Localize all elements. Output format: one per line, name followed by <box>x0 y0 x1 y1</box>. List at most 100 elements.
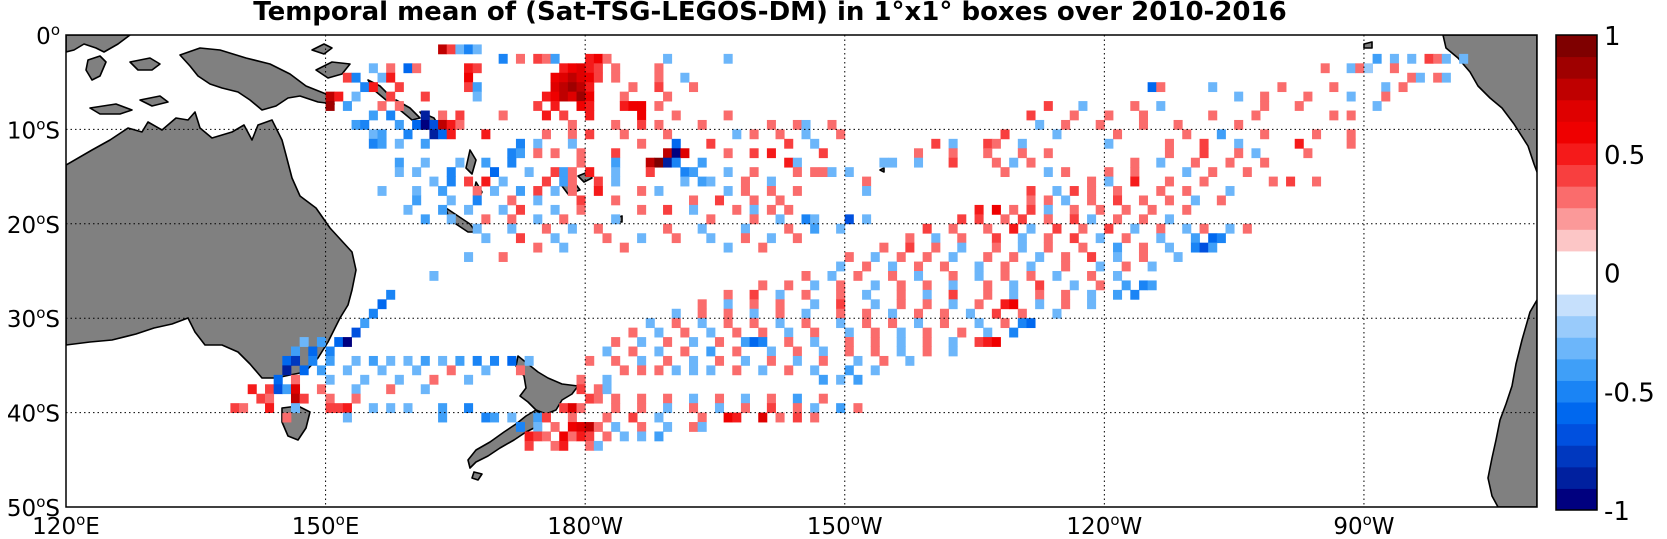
data-cell <box>1026 261 1036 272</box>
data-cell <box>991 337 1001 347</box>
data-cell <box>948 299 958 310</box>
data-cell <box>1009 223 1019 234</box>
data-cell <box>654 412 664 423</box>
data-cell <box>637 204 647 215</box>
data-cell <box>1000 214 1010 225</box>
data-cell <box>1043 167 1053 177</box>
data-cell <box>290 355 301 366</box>
data-cell <box>870 346 880 357</box>
data-cell <box>1017 233 1027 244</box>
data-cell <box>1208 167 1218 177</box>
data-cell <box>948 148 958 159</box>
data-cell <box>913 318 924 329</box>
data-cell <box>1381 91 1391 102</box>
data-cell <box>905 355 915 366</box>
data-cell <box>792 403 802 413</box>
data-cell <box>593 176 603 187</box>
data-cell <box>619 101 629 111</box>
data-cell <box>844 346 854 357</box>
data-cell <box>446 195 456 206</box>
data-cell <box>732 204 742 215</box>
data-cell <box>386 355 396 366</box>
landmass-island <box>129 57 161 71</box>
data-cell <box>939 318 949 329</box>
data-cell <box>515 365 525 376</box>
data-cell <box>446 214 456 225</box>
data-cell <box>671 157 681 168</box>
data-cell <box>957 214 967 225</box>
x-axis-ticks: 120oE 150oE 180oW 150oW 120oW 90oW <box>32 511 1394 539</box>
data-cell <box>464 252 474 262</box>
data-cell <box>524 167 534 177</box>
data-cell <box>810 167 820 177</box>
data-cell <box>464 176 474 187</box>
data-cell <box>1087 195 1097 206</box>
data-cell <box>628 101 638 111</box>
data-cell <box>983 138 993 149</box>
data-cell <box>1182 186 1192 196</box>
data-cell <box>697 318 707 329</box>
data-cell <box>386 403 396 413</box>
data-cell <box>438 403 448 413</box>
data-cell <box>1260 157 1270 168</box>
data-cell <box>576 422 586 432</box>
data-cell <box>801 318 811 329</box>
data-cell <box>723 318 733 329</box>
data-cell <box>611 119 621 130</box>
data-cell <box>1069 233 1079 244</box>
data-cell <box>334 403 344 413</box>
data-cell <box>1381 82 1391 93</box>
data-cell <box>740 233 750 244</box>
data-cell <box>1407 72 1417 83</box>
map-frame <box>65 34 1538 508</box>
data-cell <box>1234 119 1244 130</box>
data-cell <box>1017 308 1027 319</box>
data-cell <box>273 374 283 385</box>
data-cell <box>585 422 595 432</box>
data-cell <box>265 384 275 395</box>
data-cell <box>429 271 439 281</box>
data-cell <box>749 308 759 319</box>
data-cell <box>792 393 802 404</box>
data-cell <box>836 129 846 140</box>
data-cell <box>1095 280 1105 291</box>
data-cell <box>325 346 335 357</box>
data-cell <box>394 119 404 130</box>
data-cell <box>784 138 794 149</box>
data-cell <box>922 346 932 357</box>
data-cell <box>1199 148 1209 159</box>
data-cell <box>429 374 439 385</box>
data-cell <box>697 299 707 310</box>
data-cell <box>360 318 370 329</box>
y-tick-label: 50oS <box>7 493 60 522</box>
data-cell <box>637 365 647 376</box>
data-cell <box>377 186 387 196</box>
data-cell <box>801 129 811 140</box>
data-cell <box>974 261 984 272</box>
data-cell <box>1061 252 1071 262</box>
landmass-island <box>311 43 333 55</box>
data-cell <box>784 157 794 168</box>
data-cell <box>368 403 378 413</box>
data-cell <box>706 214 716 225</box>
data-cell <box>1113 186 1123 196</box>
data-cell <box>1234 91 1244 102</box>
data-cell <box>1216 129 1226 140</box>
data-cell <box>507 148 517 159</box>
data-cell <box>922 337 932 347</box>
data-cell <box>576 91 586 102</box>
data-cell <box>775 308 785 319</box>
data-cell <box>663 393 673 404</box>
colorbar-swatch <box>1556 121 1597 144</box>
data-cell <box>732 327 742 338</box>
data-cell <box>386 289 396 300</box>
data-cell <box>567 176 577 187</box>
data-cell <box>1130 176 1140 187</box>
data-cell <box>983 289 993 300</box>
data-cell <box>282 355 292 366</box>
data-cell <box>420 384 430 395</box>
data-cell <box>758 412 768 423</box>
data-cell <box>723 242 733 253</box>
data-cell <box>438 44 448 55</box>
data-cell <box>585 355 595 366</box>
